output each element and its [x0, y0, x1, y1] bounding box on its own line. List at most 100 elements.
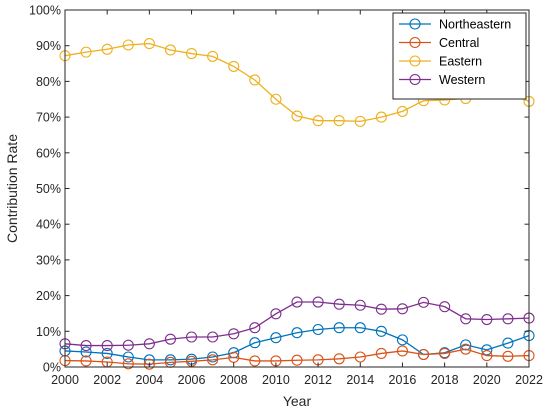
data-point	[502, 313, 514, 325]
x-tick-label: 2022	[515, 373, 543, 387]
series-line	[64, 301, 530, 347]
data-point	[396, 345, 409, 357]
data-point	[396, 105, 409, 117]
y-tick-label: 30%	[36, 253, 61, 267]
data-point	[207, 50, 219, 62]
x-tick-label: 2012	[304, 373, 332, 387]
legend-marker	[409, 18, 421, 30]
axes-layer: 2000 2002 2004 2006 2008 2010 2012 2014 2016 2018…	[29, 4, 543, 388]
data-point	[80, 340, 92, 352]
data-point	[354, 115, 366, 127]
legend: Northeastern Central Eastern Western	[392, 12, 527, 100]
data-point	[249, 74, 261, 86]
data-point	[101, 340, 113, 352]
data-point	[80, 355, 92, 367]
data-point	[460, 343, 472, 355]
y-tick-label: 20%	[36, 289, 61, 303]
data-point	[481, 344, 493, 356]
data-point	[186, 47, 198, 60]
y-tick-label: 70%	[36, 111, 61, 125]
x-tick-label: 2000	[51, 373, 79, 387]
y-tick-label: 60%	[36, 146, 61, 160]
series-layer	[59, 38, 535, 370]
data-point	[122, 351, 134, 363]
data-point	[439, 301, 451, 313]
data-point	[207, 354, 219, 366]
data-point	[164, 44, 176, 56]
data-point	[375, 347, 387, 359]
data-point	[439, 347, 451, 359]
y-tick-label: 10%	[36, 325, 61, 339]
data-point	[502, 350, 514, 362]
data-point	[333, 322, 345, 334]
x-tick-label: 2004	[135, 373, 163, 387]
data-point	[375, 111, 387, 123]
data-point	[481, 350, 493, 362]
data-point	[143, 38, 155, 50]
series-line	[64, 327, 530, 361]
data-point	[291, 354, 303, 366]
data-point	[333, 353, 345, 365]
data-point	[417, 348, 430, 361]
y-tick-label: 90%	[36, 39, 61, 53]
x-tick-label: 2008	[220, 373, 248, 387]
data-point	[270, 308, 282, 320]
legend-label: Western	[439, 73, 485, 87]
y-tick-label: 40%	[36, 218, 61, 232]
y-axis-title: Contribution Rate	[4, 134, 20, 243]
data-point	[291, 327, 303, 339]
x-axis-title: Year	[283, 393, 312, 409]
data-point	[207, 351, 219, 363]
data-point	[460, 313, 472, 325]
data-point	[333, 298, 345, 310]
x-tick-label: 2014	[346, 373, 374, 387]
data-point	[354, 322, 366, 334]
data-point	[164, 333, 176, 345]
data-point	[101, 43, 113, 55]
x-tick-label: 2006	[178, 373, 206, 387]
data-point	[270, 332, 282, 344]
x-tick-label: 2010	[262, 373, 290, 387]
y-tick-label: 50%	[36, 182, 61, 196]
data-point	[460, 339, 472, 351]
data-point	[502, 337, 514, 349]
data-point	[228, 60, 240, 72]
data-point	[122, 358, 134, 370]
data-point	[249, 322, 261, 334]
data-point	[396, 334, 409, 346]
legend-label: Eastern	[439, 55, 482, 69]
data-point	[312, 115, 324, 127]
data-point	[396, 303, 409, 315]
data-point	[249, 355, 261, 367]
legend-label: Central	[439, 36, 479, 50]
data-point	[249, 337, 261, 349]
data-point	[312, 323, 324, 336]
data-point	[186, 331, 198, 343]
data-point	[207, 331, 219, 343]
data-point	[481, 313, 493, 326]
data-point	[228, 351, 240, 363]
data-point	[80, 46, 92, 58]
legend-marker	[409, 55, 421, 67]
data-point	[354, 351, 366, 363]
data-point	[122, 39, 134, 51]
data-point	[312, 296, 324, 308]
data-point	[291, 110, 303, 122]
data-point	[291, 296, 303, 308]
series-line	[64, 348, 530, 365]
data-point	[417, 296, 430, 308]
legend-marker	[409, 36, 421, 49]
data-point	[143, 338, 155, 350]
data-point	[143, 358, 155, 370]
data-point	[354, 299, 366, 311]
data-point	[375, 325, 387, 337]
data-point	[375, 303, 387, 315]
data-point	[228, 328, 240, 340]
data-point	[101, 347, 113, 359]
data-point	[164, 354, 176, 366]
x-tick-label: 2018	[431, 373, 459, 387]
x-tick-label: 2016	[389, 373, 417, 387]
legend-label: Northeastern	[439, 18, 511, 32]
data-point	[333, 115, 345, 127]
